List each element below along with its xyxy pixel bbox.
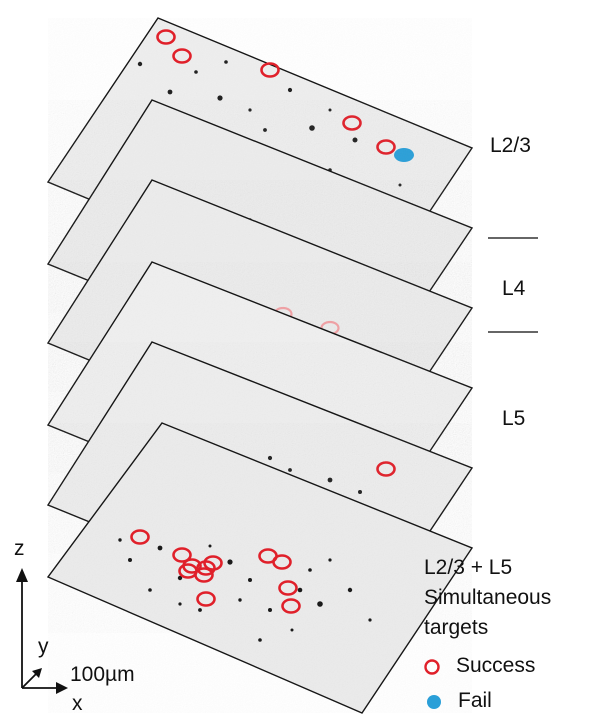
success-target bbox=[130, 529, 150, 545]
layer-label-l23: L2/3 bbox=[490, 134, 531, 157]
x-axis-arrow-icon bbox=[56, 682, 68, 694]
success-target bbox=[342, 115, 362, 131]
success-target bbox=[194, 567, 214, 583]
success-target bbox=[156, 29, 176, 45]
axes-indicator bbox=[16, 568, 68, 694]
plane-6 bbox=[46, 422, 474, 714]
red-ring-icon bbox=[424, 659, 440, 675]
y-axis-line bbox=[21, 671, 39, 689]
simultaneous-targets-caption: L2/3 + L5 Simultaneous targets bbox=[424, 553, 551, 643]
sim-line-3: targets bbox=[424, 616, 489, 639]
legend-fail-label: Fail bbox=[458, 689, 492, 712]
sim-line-1: L2/3 + L5 bbox=[424, 556, 513, 579]
x-axis-label: x bbox=[72, 692, 83, 715]
success-target bbox=[196, 591, 216, 607]
blue-dot-icon bbox=[427, 695, 441, 709]
z-axis-arrow-icon bbox=[16, 568, 28, 582]
scale-bar-label: 100µm bbox=[70, 663, 135, 686]
y-axis-arrow-icon bbox=[32, 668, 42, 678]
success-target bbox=[172, 547, 192, 563]
success-target bbox=[281, 598, 301, 614]
fail-target bbox=[394, 148, 414, 162]
legend-success-label: Success bbox=[456, 654, 536, 677]
plane-6-cells bbox=[118, 538, 372, 642]
layer-label-l5: L5 bbox=[502, 407, 526, 430]
plane-6-texture bbox=[48, 423, 472, 713]
success-target bbox=[278, 580, 298, 596]
z-axis-label: z bbox=[14, 537, 25, 560]
plane-6-targets bbox=[130, 529, 301, 614]
success-target bbox=[196, 560, 216, 576]
success-target bbox=[172, 48, 192, 64]
success-target bbox=[272, 554, 292, 570]
plane-5-targets bbox=[376, 461, 396, 477]
success-target bbox=[376, 461, 396, 477]
y-axis-label: y bbox=[38, 635, 49, 658]
layer-label-l4: L4 bbox=[502, 277, 526, 300]
success-target bbox=[260, 62, 280, 78]
sim-line-2: Simultaneous bbox=[424, 586, 552, 609]
success-target bbox=[376, 139, 396, 155]
